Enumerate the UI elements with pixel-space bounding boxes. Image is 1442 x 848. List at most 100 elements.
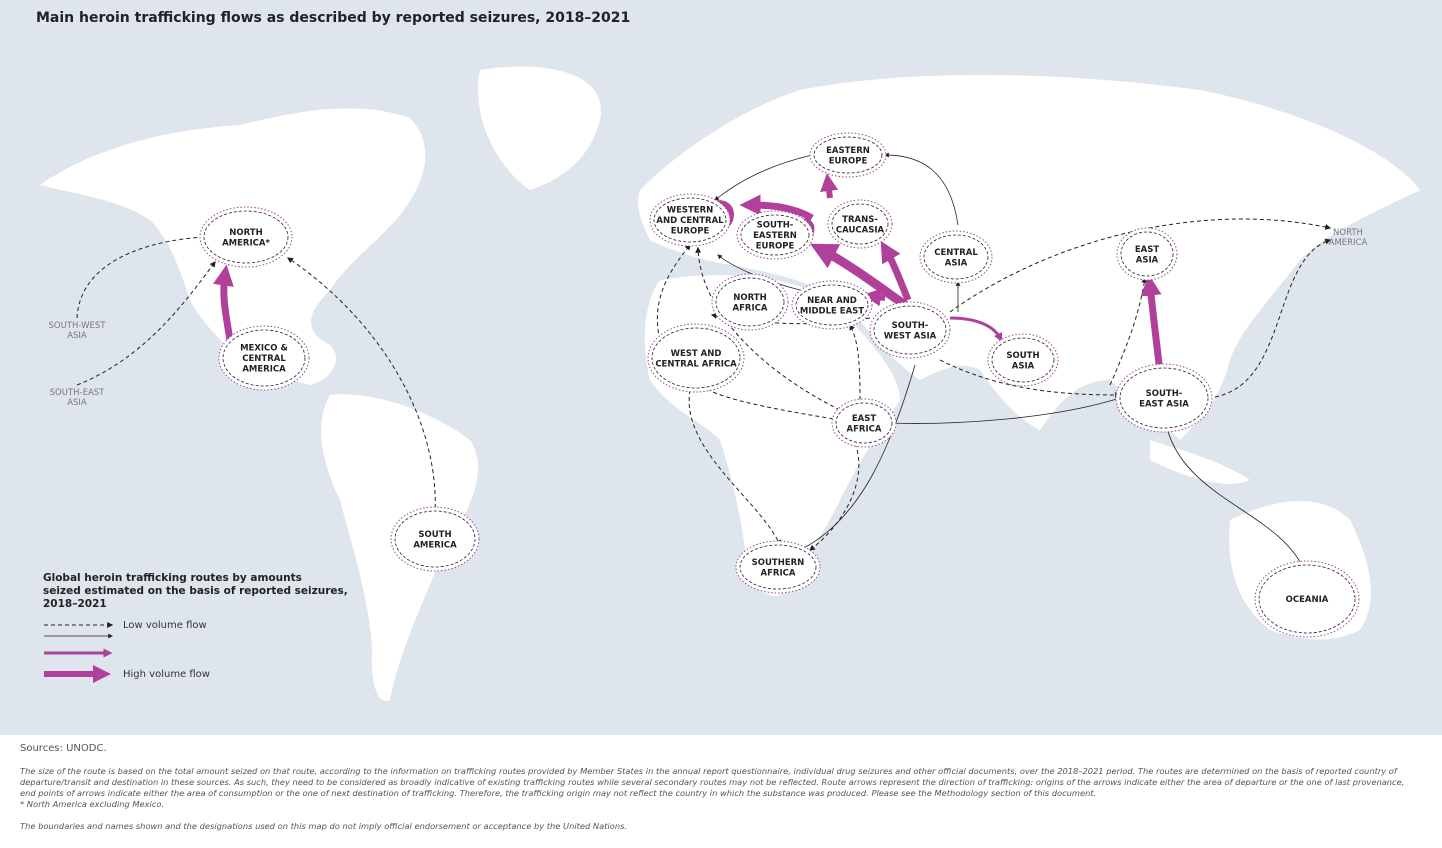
region-label: WESTERN bbox=[667, 206, 714, 216]
region-label: ASIA bbox=[1136, 255, 1159, 265]
route-low bbox=[1207, 238, 1332, 399]
region-inner bbox=[222, 329, 306, 387]
route-low bbox=[656, 244, 691, 341]
route-high bbox=[213, 264, 234, 341]
region-label: SOUTH bbox=[418, 530, 451, 540]
legend: Low volume flow High volume flow Global … bbox=[43, 572, 348, 683]
title: Main heroin trafficking flows as describ… bbox=[36, 10, 630, 26]
region-outline bbox=[711, 273, 789, 331]
route-high bbox=[949, 316, 1003, 343]
region-label: CENTRAL bbox=[242, 354, 286, 364]
footer: Sources: UNODC. The size of the route is… bbox=[20, 743, 1415, 832]
route-thin bbox=[799, 364, 916, 551]
region-label: EUROPE bbox=[756, 242, 795, 252]
region-label: EASTERN bbox=[826, 146, 870, 156]
region-outline bbox=[218, 325, 310, 391]
region-label: EAST ASIA bbox=[1139, 399, 1189, 409]
region-label: OCEANIA bbox=[1286, 595, 1329, 605]
region-inner bbox=[651, 327, 741, 389]
region-label: EASTERN bbox=[753, 231, 797, 241]
region-label: AND CENTRAL bbox=[656, 216, 724, 226]
outside-label: ASIA bbox=[67, 398, 87, 408]
route-thin bbox=[1164, 419, 1306, 573]
region-label: EAST bbox=[1135, 245, 1160, 255]
region-label: EAST bbox=[852, 414, 877, 424]
region-label: MIDDLE EAST bbox=[800, 306, 864, 316]
region-label: EUROPE bbox=[671, 227, 710, 237]
route-high bbox=[880, 240, 912, 302]
outside-label: ASIA bbox=[67, 331, 87, 341]
region-label: AFRICA bbox=[761, 568, 796, 578]
route-low bbox=[809, 419, 860, 551]
region-label: SOUTH- bbox=[1146, 389, 1183, 399]
outside-label: SOUTH-WEST bbox=[49, 321, 107, 331]
region-label: WEST ASIA bbox=[884, 331, 937, 341]
region-label: ASIA bbox=[1012, 361, 1035, 371]
region-label: TRANS- bbox=[842, 215, 878, 225]
route-high bbox=[863, 288, 886, 307]
region-outline bbox=[1115, 363, 1213, 433]
region-label: CENTRAL bbox=[934, 248, 978, 258]
region-label: EUROPE bbox=[829, 156, 868, 166]
outside-label: SOUTH-EAST bbox=[50, 388, 106, 398]
map: Main heroin trafficking flows as describ… bbox=[0, 0, 1442, 735]
region-outline bbox=[1254, 560, 1360, 638]
region-outline bbox=[987, 333, 1059, 387]
region-label: AMERICA bbox=[413, 540, 457, 550]
region-label: NORTH bbox=[733, 293, 766, 303]
legend-high-label: High volume flow bbox=[123, 669, 210, 680]
region-inner bbox=[813, 136, 883, 174]
note: The size of the route is based on the to… bbox=[20, 766, 1405, 798]
route-low bbox=[1109, 276, 1148, 386]
region-label: AMERICA bbox=[242, 365, 286, 375]
region-outline bbox=[736, 210, 814, 260]
region-outline bbox=[390, 506, 480, 572]
region-outline bbox=[869, 301, 951, 359]
region-label: MEXICO & bbox=[240, 344, 288, 354]
region-inner bbox=[740, 214, 810, 256]
region-inner bbox=[1119, 367, 1209, 429]
route-high bbox=[739, 194, 814, 222]
region-inner bbox=[715, 277, 785, 327]
region-label: AFRICA bbox=[733, 303, 768, 313]
region-outline bbox=[919, 230, 993, 284]
route-thin bbox=[884, 152, 959, 226]
region-label: CENTRAL AFRICA bbox=[655, 359, 737, 369]
region-label: SOUTH- bbox=[892, 321, 929, 331]
legend-title: seized estimated on the basis of reporte… bbox=[43, 585, 348, 597]
route-low bbox=[287, 257, 436, 516]
region-inner bbox=[923, 234, 989, 280]
region-label: AFRICA bbox=[847, 424, 882, 434]
region-outline bbox=[1116, 227, 1178, 281]
region-label: NEAR AND bbox=[807, 296, 857, 306]
sources: Sources: UNODC. bbox=[20, 743, 107, 754]
footnote: * North America excluding Mexico. bbox=[20, 799, 165, 809]
region-label: AMERICA* bbox=[222, 238, 270, 248]
region-outline bbox=[791, 280, 873, 330]
legend-low: Low volume flow bbox=[123, 620, 207, 631]
route-low bbox=[939, 359, 1122, 398]
region-inner bbox=[835, 402, 893, 444]
region-inner bbox=[1258, 564, 1356, 634]
region-label: CAUCASIA bbox=[836, 225, 885, 235]
region-inner bbox=[653, 197, 727, 243]
region-inner bbox=[873, 305, 947, 355]
region-inner bbox=[739, 544, 817, 590]
route-low bbox=[849, 323, 861, 401]
region-outline bbox=[809, 132, 887, 178]
region-inner bbox=[394, 510, 476, 568]
region-outline bbox=[647, 323, 745, 393]
region-label: NORTH bbox=[229, 228, 262, 238]
route-thin bbox=[889, 397, 1121, 426]
legend-title: Global heroin trafficking routes by amou… bbox=[43, 572, 302, 584]
region-inner bbox=[795, 284, 869, 326]
region-inner bbox=[1120, 231, 1174, 277]
route-high bbox=[1140, 274, 1164, 373]
region-outline bbox=[735, 540, 821, 594]
route-low bbox=[949, 218, 1332, 313]
region-label: WEST AND bbox=[671, 349, 722, 359]
route-thin bbox=[714, 154, 813, 201]
region-label: SOUTH- bbox=[757, 221, 794, 231]
